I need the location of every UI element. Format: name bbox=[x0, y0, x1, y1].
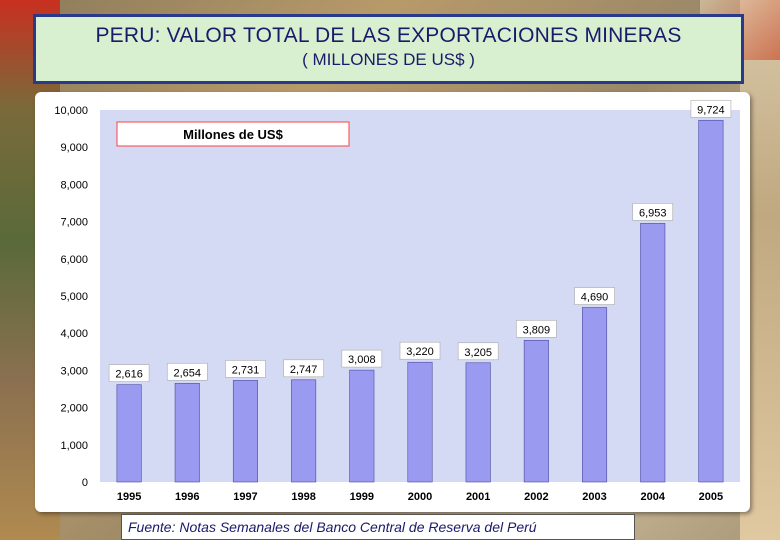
x-tick-label: 1997 bbox=[233, 491, 257, 503]
y-tick-label: 1,000 bbox=[60, 440, 88, 452]
data-label-box bbox=[690, 99, 732, 118]
data-label: 3,809 bbox=[523, 324, 551, 336]
data-label-box bbox=[516, 320, 557, 338]
bar bbox=[174, 382, 200, 483]
data-label: 6,953 bbox=[639, 207, 667, 219]
data-label: 2,731 bbox=[232, 364, 260, 376]
x-tick-label: 2002 bbox=[524, 491, 548, 503]
bar bbox=[582, 307, 608, 483]
bar-chart: 0 1,000 2,000 3,000 4,000 5,000 6,000 7,000 8,00… bbox=[54, 99, 740, 503]
data-label: 4,690 bbox=[581, 292, 609, 304]
y-tick-label: 7,000 bbox=[60, 217, 88, 229]
data-label-box bbox=[574, 287, 615, 305]
bar bbox=[349, 369, 375, 483]
y-tick-label: 6,000 bbox=[60, 254, 88, 266]
x-tick-label: 1995 bbox=[117, 491, 141, 503]
x-tick-label: 2005 bbox=[699, 491, 723, 503]
x-tick-label: 2003 bbox=[582, 491, 606, 503]
bar bbox=[640, 223, 666, 483]
bar bbox=[116, 384, 142, 483]
y-tick-label: 5,000 bbox=[60, 291, 88, 303]
data-label: 2,654 bbox=[174, 367, 202, 379]
chart-panel: 0 1,000 2,000 3,000 4,000 5,000 6,000 7,000 8,00… bbox=[35, 92, 750, 512]
x-tick-label: 2001 bbox=[466, 491, 490, 503]
source-note: Fuente: Notas Semanales del Banco Centra… bbox=[121, 514, 635, 540]
x-tick-label: 1996 bbox=[175, 491, 199, 503]
data-label-box bbox=[632, 203, 674, 221]
page-subtitle: ( MILLONES DE US$ ) bbox=[302, 50, 475, 69]
data-label-box bbox=[225, 360, 266, 378]
x-tick-label: 1998 bbox=[291, 491, 315, 503]
bar bbox=[698, 119, 724, 483]
data-label-box bbox=[399, 341, 441, 360]
data-label: 3,008 bbox=[348, 354, 376, 366]
bar bbox=[523, 340, 549, 483]
data-label-box bbox=[108, 364, 150, 382]
legend-box bbox=[116, 121, 350, 147]
y-tick-label: 3,000 bbox=[60, 365, 88, 377]
data-label-box bbox=[341, 349, 383, 368]
x-tick-label: 2000 bbox=[408, 491, 432, 503]
y-tick-label: 8,000 bbox=[60, 179, 88, 191]
data-label-box bbox=[166, 362, 208, 381]
data-label: 2,747 bbox=[290, 364, 318, 376]
page-title: PERU: VALOR TOTAL DE LAS EXPORTACIONES M… bbox=[95, 24, 682, 47]
data-label: 2,616 bbox=[115, 369, 143, 381]
legend-label: Millones de US$ bbox=[183, 127, 283, 142]
data-label-box bbox=[457, 342, 499, 361]
x-tick-label: 1999 bbox=[350, 491, 374, 503]
bar bbox=[291, 379, 317, 483]
bar bbox=[232, 380, 258, 483]
y-tick-label: 9,000 bbox=[60, 142, 88, 154]
data-label: 3,220 bbox=[406, 346, 434, 358]
data-label-box bbox=[283, 359, 324, 378]
bar bbox=[465, 362, 491, 483]
bar bbox=[407, 361, 433, 483]
y-tick-label: 4,000 bbox=[60, 328, 88, 340]
data-label: 3,205 bbox=[464, 347, 492, 359]
title-box: PERU: VALOR TOTAL DE LAS EXPORTACIONES M… bbox=[33, 14, 744, 84]
y-tick-label: 10,000 bbox=[54, 105, 88, 117]
x-tick-label: 2004 bbox=[640, 491, 665, 503]
y-tick-label: 2,000 bbox=[60, 403, 88, 415]
data-label: 9,724 bbox=[697, 104, 725, 116]
y-tick-label: 0 bbox=[82, 477, 88, 489]
